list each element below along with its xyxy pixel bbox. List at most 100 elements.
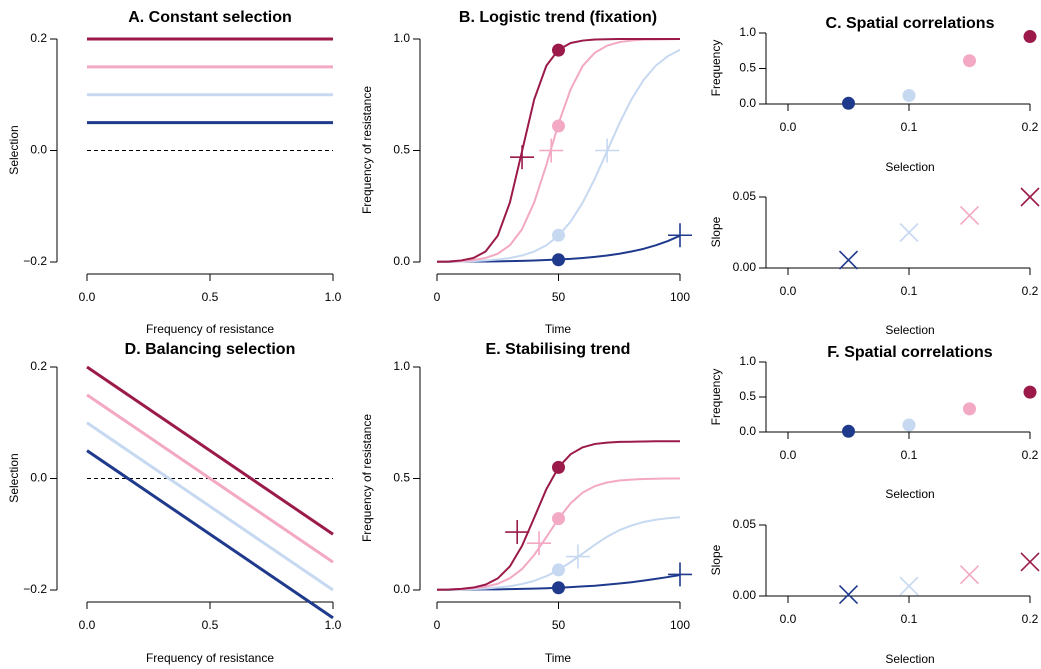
curve bbox=[86, 421, 334, 592]
x-axis-label: Frequency of resistance bbox=[146, 651, 274, 665]
y-tick-label: 0.5 bbox=[739, 61, 756, 75]
x-axis-label: Selection bbox=[885, 487, 934, 501]
cross-stroke bbox=[838, 585, 859, 605]
point bbox=[842, 424, 855, 438]
cross-marker bbox=[595, 138, 620, 163]
x-tick-label: 0.2 bbox=[1022, 612, 1039, 626]
x-axis-label: Selection bbox=[885, 652, 934, 666]
y-tick-label: 1.0 bbox=[739, 25, 756, 39]
x-tick-label: 0 bbox=[434, 290, 441, 304]
y-axis-label: Frequency bbox=[709, 40, 723, 97]
x-tick-label: 0.2 bbox=[1022, 120, 1039, 134]
y-tick-label: 1.0 bbox=[393, 359, 410, 373]
x-axis-label: Time bbox=[545, 651, 572, 665]
cross-stroke bbox=[899, 222, 919, 243]
y-axis-label: Slope bbox=[709, 216, 723, 247]
x-tick-label: 0.0 bbox=[780, 284, 797, 298]
curve bbox=[436, 516, 681, 591]
x-tick-label: 0.0 bbox=[79, 618, 96, 632]
panel-title: F. Spatial correlations bbox=[827, 344, 992, 361]
point bbox=[552, 228, 565, 242]
cross-marker bbox=[899, 576, 919, 596]
cross-marker bbox=[959, 565, 980, 585]
y-tick-label: 0.0 bbox=[30, 143, 47, 157]
x-tick-label: 0.0 bbox=[780, 612, 797, 626]
point bbox=[552, 119, 565, 133]
y-tick-label: 0.05 bbox=[733, 517, 757, 531]
curve bbox=[86, 365, 334, 536]
point bbox=[552, 581, 565, 595]
point bbox=[552, 563, 565, 577]
x-tick-label: 0.1 bbox=[901, 120, 918, 134]
cross-marker bbox=[527, 531, 552, 556]
cross-marker bbox=[838, 250, 859, 270]
point bbox=[552, 43, 565, 57]
y-axis-label: Frequency of resistance bbox=[360, 86, 374, 214]
y-tick-label: 0.0 bbox=[739, 96, 756, 110]
x-tick-label: 0.0 bbox=[780, 448, 797, 462]
x-tick-label: 0.1 bbox=[901, 448, 918, 462]
y-tick-label: 0.00 bbox=[733, 588, 757, 602]
cross-stroke bbox=[959, 205, 980, 226]
x-tick-label: 50 bbox=[552, 618, 566, 632]
x-axis-label: Frequency of resistance bbox=[146, 322, 274, 336]
x-axis-label: Selection bbox=[885, 323, 934, 337]
y-tick-label: 0.5 bbox=[393, 143, 410, 157]
panel-title: C. Spatial correlations bbox=[826, 15, 995, 32]
y-tick-label: 0.05 bbox=[733, 189, 757, 203]
y-tick-label: 0.5 bbox=[393, 471, 410, 485]
cross-marker bbox=[1020, 552, 1040, 572]
x-tick-label: 0.2 bbox=[1022, 448, 1039, 462]
cross-marker bbox=[668, 223, 692, 248]
cross-marker bbox=[668, 562, 692, 587]
point bbox=[552, 512, 565, 526]
point bbox=[842, 96, 855, 110]
x-tick-label: 1.0 bbox=[325, 618, 342, 632]
y-tick-label: 0.0 bbox=[393, 582, 410, 596]
y-axis-label: Frequency of resistance bbox=[360, 414, 374, 542]
cross-marker bbox=[565, 544, 590, 569]
y-axis-label: Selection bbox=[7, 453, 21, 502]
x-tick-label: 0.2 bbox=[1022, 284, 1039, 298]
x-tick-label: 100 bbox=[670, 290, 690, 304]
y-tick-label: −0.2 bbox=[23, 582, 47, 596]
point bbox=[963, 402, 976, 416]
point bbox=[1023, 30, 1037, 44]
cross-stroke bbox=[1020, 552, 1040, 572]
point bbox=[902, 88, 916, 102]
x-tick-label: 0.5 bbox=[202, 618, 219, 632]
panel-title: E. Stabilising trend bbox=[486, 341, 631, 358]
x-tick-label: 0.5 bbox=[202, 290, 219, 304]
point bbox=[963, 54, 976, 68]
cross-marker bbox=[539, 138, 564, 163]
cross-marker bbox=[1020, 187, 1040, 207]
x-tick-label: 0.0 bbox=[780, 120, 797, 134]
y-tick-label: 0.0 bbox=[393, 254, 410, 268]
y-tick-label: 0.00 bbox=[733, 260, 757, 274]
x-tick-label: 100 bbox=[670, 618, 690, 632]
y-tick-label: 0.5 bbox=[739, 389, 756, 403]
cross-stroke bbox=[838, 250, 859, 270]
point bbox=[552, 253, 565, 267]
cross-marker bbox=[838, 585, 859, 605]
cross-marker bbox=[510, 145, 535, 170]
cross-marker bbox=[899, 222, 919, 243]
y-tick-label: 1.0 bbox=[393, 31, 410, 45]
x-tick-label: 0.1 bbox=[901, 284, 918, 298]
x-tick-label: 1.0 bbox=[325, 290, 342, 304]
curve bbox=[86, 393, 334, 564]
y-tick-label: 0.2 bbox=[30, 359, 47, 373]
cross-stroke bbox=[959, 565, 980, 585]
y-axis-label: Selection bbox=[7, 125, 21, 174]
point bbox=[902, 418, 916, 432]
y-tick-label: 0.0 bbox=[30, 471, 47, 485]
x-axis-label: Time bbox=[545, 322, 572, 336]
x-tick-label: 0.1 bbox=[901, 612, 918, 626]
cross-stroke bbox=[1020, 187, 1040, 207]
x-axis-label: Selection bbox=[885, 160, 934, 174]
y-axis-label: Slope bbox=[709, 544, 723, 575]
x-tick-label: 50 bbox=[552, 290, 566, 304]
cross-marker bbox=[505, 520, 530, 545]
y-tick-label: −0.2 bbox=[23, 254, 47, 268]
